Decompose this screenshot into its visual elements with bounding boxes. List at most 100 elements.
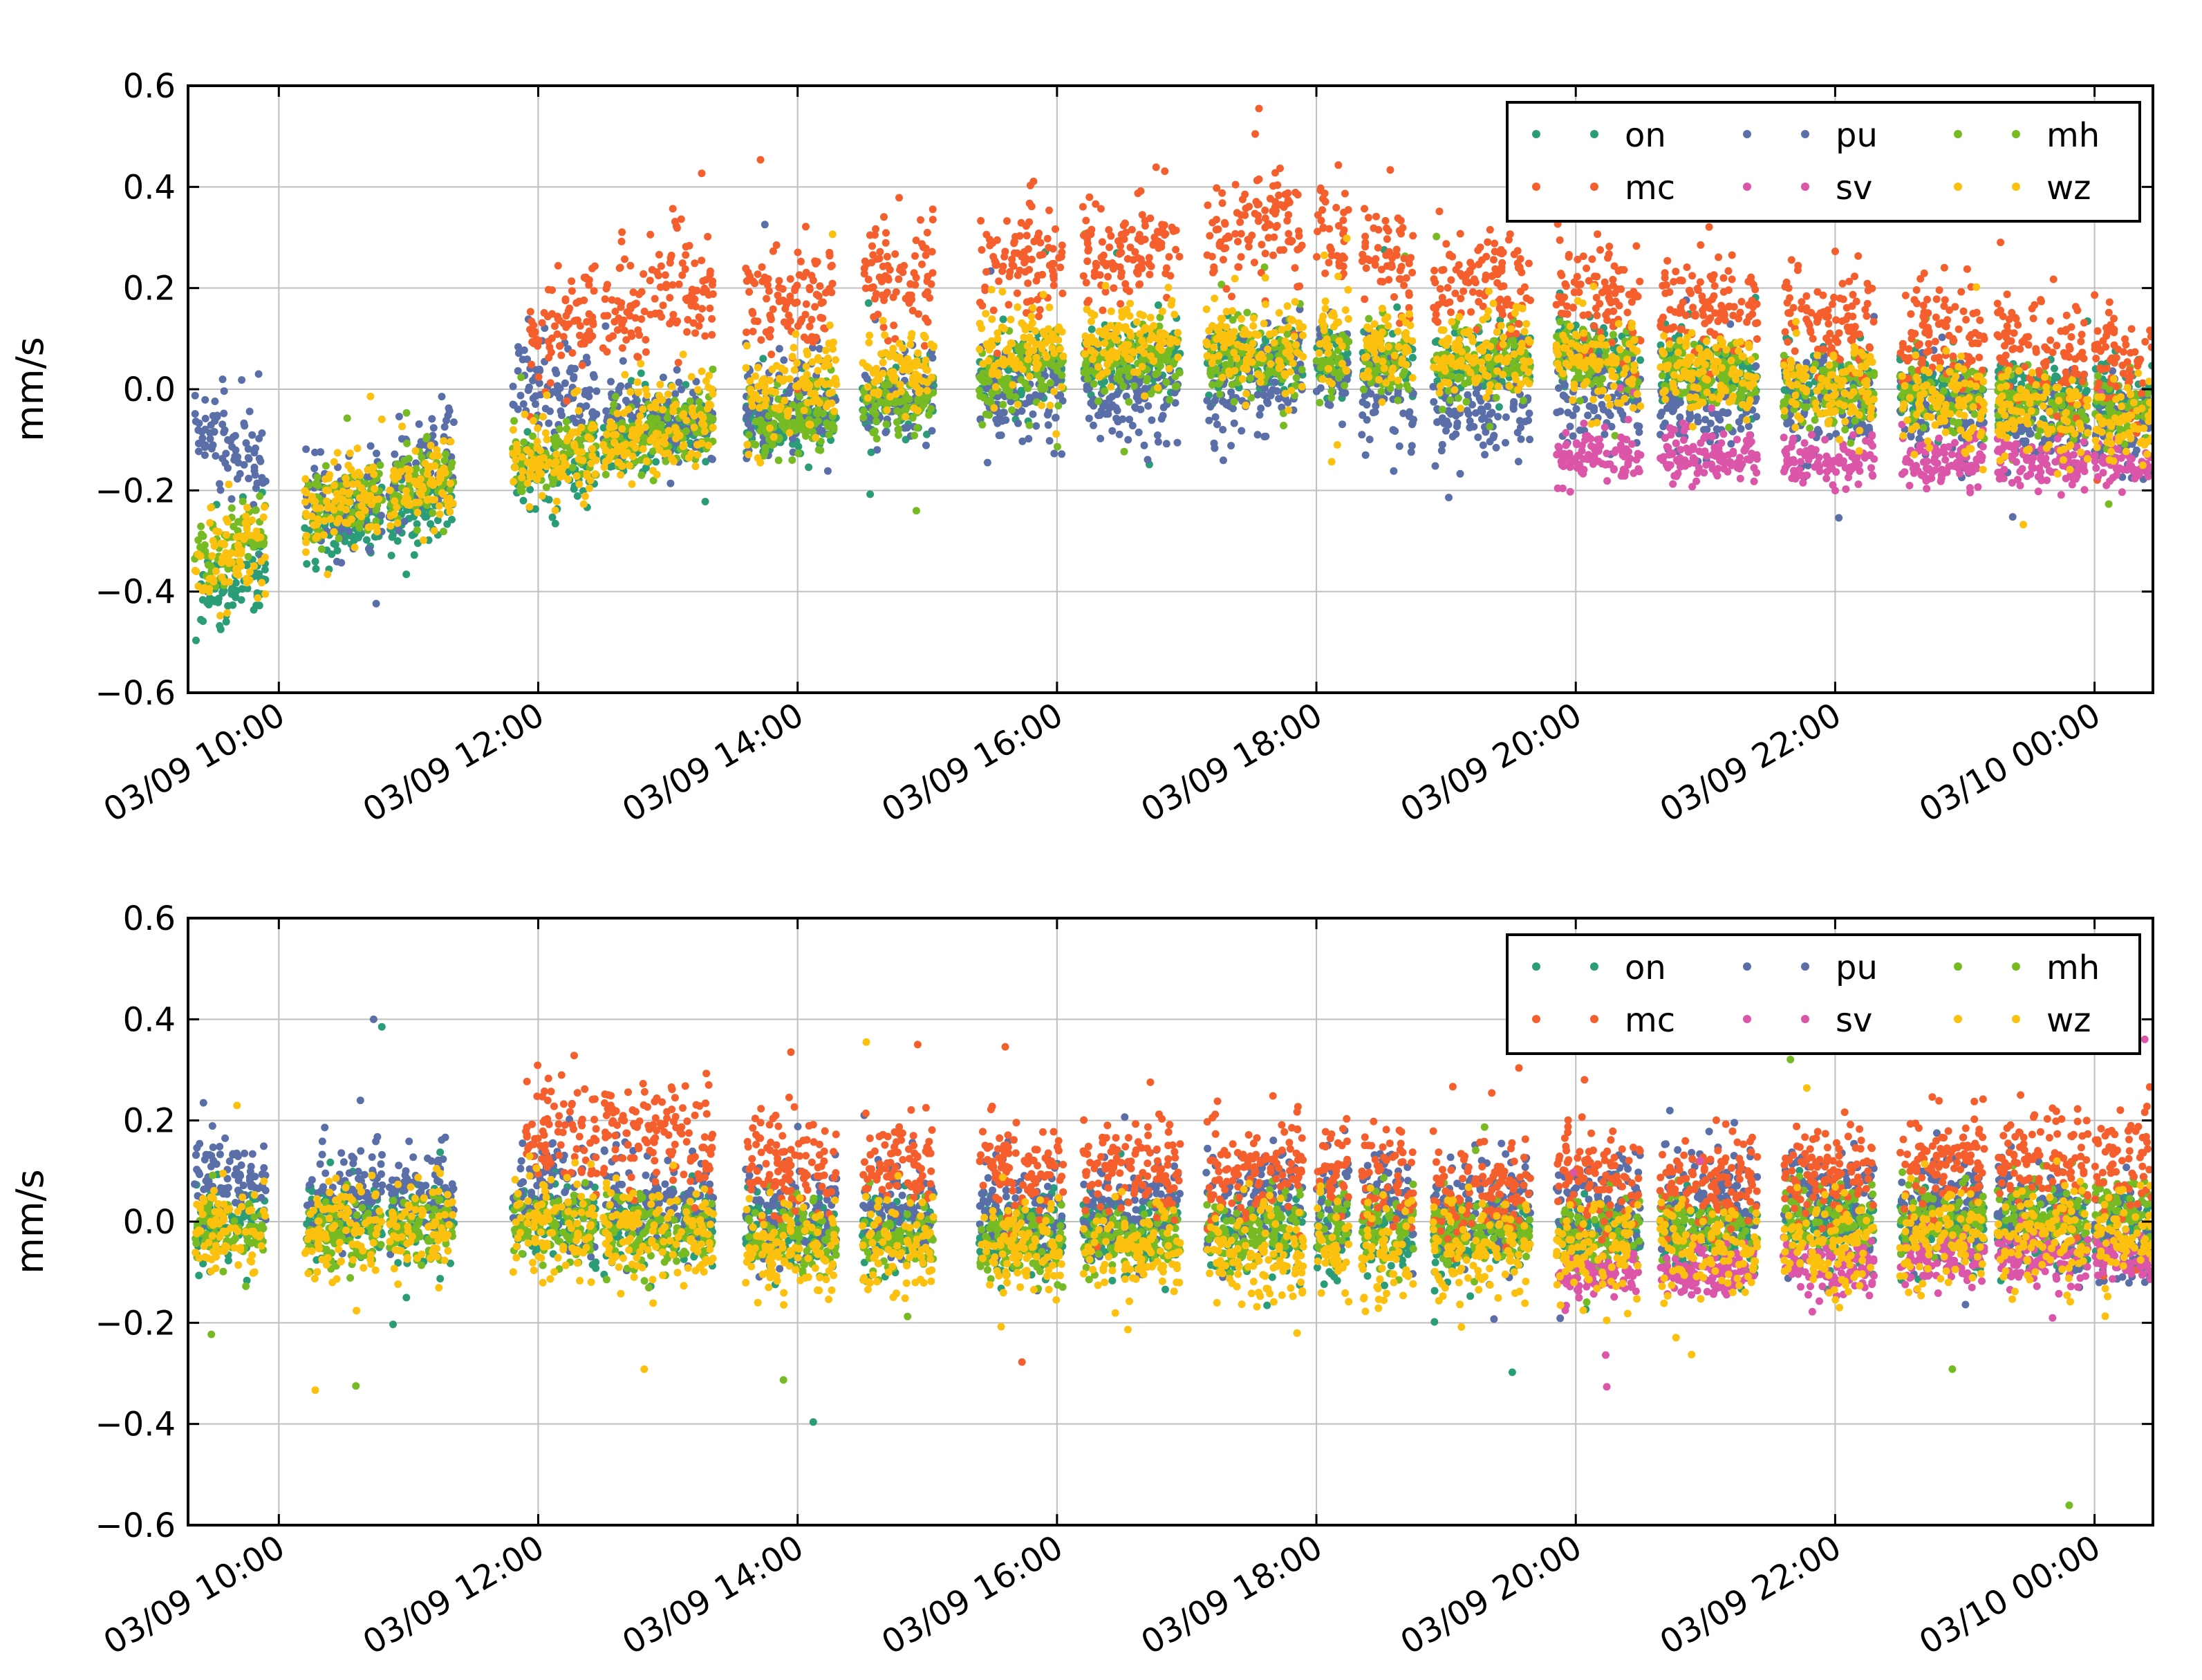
- data-point: [1101, 387, 1109, 395]
- data-point: [1007, 398, 1015, 406]
- data-point: [586, 386, 594, 394]
- data-point: [630, 413, 638, 422]
- data-point: [388, 533, 396, 541]
- data-point: [1361, 451, 1370, 459]
- data-point: [1144, 402, 1153, 410]
- data-point: [423, 433, 431, 441]
- data-point: [601, 471, 610, 478]
- data-point: [1206, 402, 1215, 411]
- data-point: [222, 617, 230, 626]
- data-point: [1171, 373, 1179, 381]
- data-point: [1584, 411, 1592, 420]
- data-point: [238, 376, 246, 384]
- data-point: [1525, 409, 1533, 418]
- data-point: [755, 410, 763, 418]
- data-point: [929, 354, 937, 362]
- data-point: [1164, 355, 1172, 364]
- data-point: [1509, 405, 1518, 413]
- data-point: [873, 417, 880, 425]
- data-point: [428, 415, 436, 423]
- data-point: [448, 459, 456, 467]
- data-point: [761, 443, 769, 451]
- data-point: [610, 400, 618, 409]
- data-point: [549, 388, 557, 396]
- data-point: [794, 449, 803, 458]
- data-point: [1408, 420, 1416, 429]
- data-point: [1227, 442, 1235, 450]
- data-point: [1008, 406, 1016, 414]
- data-point: [1915, 435, 1923, 443]
- data-point: [790, 418, 798, 427]
- data-point: [1046, 379, 1054, 387]
- data-point: [393, 537, 402, 545]
- data-point: [516, 391, 525, 400]
- data-point: [250, 606, 258, 614]
- data-point: [637, 471, 646, 479]
- data-point: [774, 456, 783, 465]
- data-point: [1213, 420, 1221, 429]
- data-point: [224, 464, 232, 472]
- data-point: [510, 417, 519, 425]
- data-point: [536, 367, 544, 375]
- data-point: [1280, 422, 1288, 429]
- data-point: [317, 448, 325, 456]
- data-point: [1341, 382, 1349, 390]
- data-point: [2051, 364, 2058, 373]
- data-point: [893, 418, 901, 427]
- data-point: [864, 299, 873, 307]
- data-point: [303, 560, 311, 568]
- data-point: [449, 418, 458, 427]
- data-point: [1125, 398, 1133, 406]
- data-point: [1517, 435, 1525, 443]
- data-point: [447, 453, 456, 461]
- data-point: [1085, 414, 1093, 422]
- data-point: [201, 395, 209, 404]
- data-point: [421, 513, 429, 521]
- data-point: [1018, 437, 1027, 445]
- data-point: [1298, 366, 1306, 374]
- data-point: [599, 424, 608, 432]
- data-point: [364, 472, 372, 480]
- data-point: [1108, 393, 1117, 401]
- data-point: [891, 399, 899, 407]
- data-point: [659, 373, 667, 382]
- data-point: [191, 391, 199, 400]
- data-point: [1569, 432, 1577, 440]
- data-point: [552, 433, 560, 441]
- data-point: [1492, 393, 1500, 402]
- data-point: [1390, 467, 1398, 475]
- data-point: [244, 445, 252, 453]
- data-point: [210, 428, 218, 436]
- data-point: [571, 364, 579, 373]
- data-point: [448, 516, 456, 523]
- data-point: [788, 456, 796, 464]
- data-point: [1143, 377, 1151, 385]
- data-point: [519, 496, 528, 505]
- data-point: [570, 374, 578, 382]
- data-point: [395, 413, 403, 420]
- data-point: [903, 424, 911, 432]
- data-point: [649, 447, 657, 456]
- data-point: [1345, 337, 1353, 346]
- data-point: [976, 373, 984, 382]
- data-point: [859, 413, 868, 422]
- data-point: [756, 427, 765, 435]
- data-point: [1502, 413, 1510, 421]
- data-point: [664, 398, 673, 406]
- data-point: [1489, 433, 1497, 442]
- data-point: [1144, 456, 1152, 464]
- data-point: [1275, 395, 1282, 403]
- data-point: [212, 451, 220, 460]
- data-point: [1659, 422, 1668, 431]
- data-point: [1369, 409, 1377, 417]
- data-point: [1657, 341, 1665, 349]
- data-point: [1230, 398, 1238, 406]
- data-point: [433, 516, 442, 525]
- data-point: [1636, 356, 1645, 364]
- data-point: [1130, 382, 1138, 390]
- data-point: [1658, 371, 1666, 380]
- data-point: [1101, 400, 1110, 409]
- data-point: [1162, 378, 1170, 386]
- data-point: [1450, 328, 1459, 337]
- data-point: [1556, 317, 1564, 326]
